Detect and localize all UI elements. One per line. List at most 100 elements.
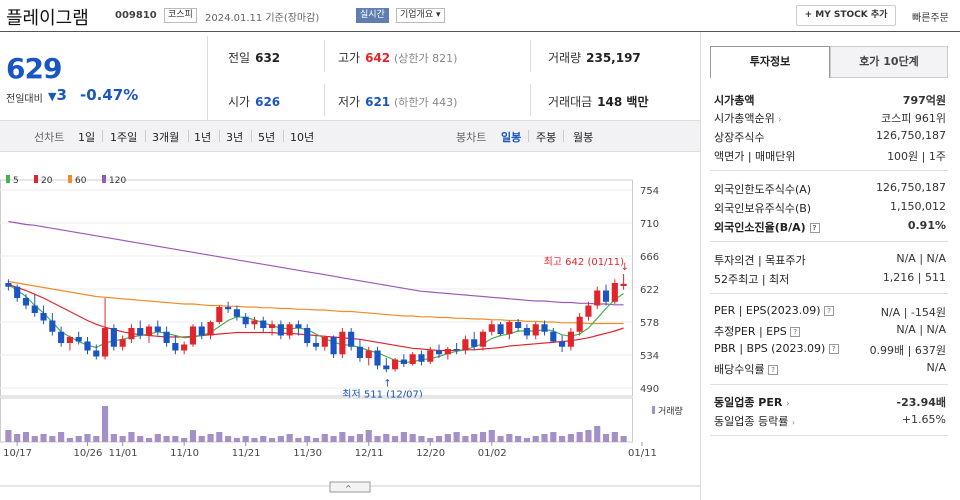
candle-body — [532, 324, 539, 336]
volume-bar — [479, 432, 487, 442]
candle-body — [295, 324, 302, 328]
volume-bar — [66, 438, 73, 442]
candle-body — [58, 331, 65, 343]
candle-body — [84, 341, 91, 351]
volume-bar — [567, 434, 574, 442]
stat-amount: 거래대금 148 백만 — [548, 95, 649, 109]
period-1w[interactable]: 1주일 — [110, 131, 138, 144]
company-info-dropdown[interactable]: 기업개요 ▾ — [396, 8, 445, 23]
candle-body — [225, 307, 232, 310]
period-3y[interactable]: 3년 — [226, 131, 244, 144]
volume-bar — [576, 432, 583, 442]
candle-body — [462, 339, 469, 351]
volume-bar — [550, 432, 557, 442]
volume-bar — [198, 436, 205, 442]
row-est-per: 추정PER | EPS ? N/A | N/A — [714, 323, 946, 338]
volume-bar — [286, 434, 293, 442]
add-mystock-button[interactable]: + MY STOCK 추가 — [796, 5, 896, 26]
volume-bar — [163, 436, 170, 442]
realtime-badge[interactable]: 실시간 — [356, 8, 389, 23]
candle-body — [488, 324, 495, 332]
volume-bar — [427, 438, 434, 442]
candle-body — [550, 331, 557, 342]
quick-order-button[interactable]: 빠른주문 — [912, 13, 949, 24]
candle-body — [321, 337, 328, 347]
row-dividend: 배당수익률 ? N/A — [714, 361, 946, 376]
volume-bar — [119, 436, 126, 442]
period-3m[interactable]: 3개월 — [152, 131, 180, 144]
header-bar — [0, 0, 960, 32]
quote-date: 2024.01.11 기준(장마감) — [205, 13, 320, 24]
stat-high: 고가 642 (상한가 821) — [338, 51, 458, 65]
divider — [324, 84, 325, 116]
period-1y[interactable]: 1년 — [194, 131, 212, 144]
candle-daily[interactable]: 일봉 — [501, 131, 522, 144]
row-52week: 52주최고 | 최저 1,216 | 511 — [714, 271, 946, 286]
candle-body — [541, 324, 548, 332]
candle-body — [497, 324, 504, 334]
volume-bar — [93, 436, 100, 442]
volume-bar — [541, 434, 548, 442]
candle-weekly[interactable]: 주봉 — [536, 131, 557, 144]
volume-bar — [365, 430, 372, 442]
ma5-line — [8, 284, 624, 364]
candle-body — [101, 328, 109, 357]
tab-orderbook[interactable]: 호가 10단계 — [830, 46, 948, 78]
volume-bar — [312, 438, 320, 442]
stock-chart[interactable]: 754 710 666 622 578 534 490 5 20 60 120 최고 642 (01/… — [0, 152, 700, 500]
legend-label: 20 — [41, 176, 53, 186]
period-1d[interactable]: 1일 — [78, 131, 96, 144]
candle-body — [444, 349, 451, 355]
candle-body — [611, 283, 618, 302]
help-icon[interactable]: ? — [809, 223, 820, 233]
volume-bar — [418, 436, 425, 442]
volume-bar — [172, 436, 179, 442]
volume-bar — [497, 436, 504, 442]
volume-bar — [602, 434, 610, 442]
candle-body — [22, 298, 30, 306]
market-badge: 코스피 — [164, 8, 197, 23]
divider — [324, 40, 325, 72]
help-icon[interactable]: ? — [790, 327, 801, 337]
help-icon[interactable]: ? — [824, 306, 835, 316]
candle-body — [576, 316, 583, 332]
volume-bar — [348, 436, 355, 442]
candle-body — [392, 359, 399, 370]
y-tick-label: 534 — [640, 351, 659, 362]
volume-bar — [339, 432, 346, 442]
candle-body — [189, 326, 197, 345]
stat-prev: 전일 632 — [228, 51, 281, 65]
help-icon[interactable]: ? — [768, 365, 779, 375]
x-tick-label: 10/26 — [73, 448, 102, 459]
candle-monthly[interactable]: 월봉 — [573, 131, 594, 144]
stock-code: 009810 — [115, 10, 157, 21]
chevron-right-icon: › — [791, 418, 796, 427]
volume-bar — [435, 436, 443, 442]
scroll-handle[interactable] — [329, 481, 371, 493]
candle-body — [418, 354, 425, 362]
candle-body — [31, 305, 38, 313]
x-tick-label: 11/21 — [232, 448, 261, 459]
legend-swatch-120 — [102, 175, 106, 183]
period-10y[interactable]: 10년 — [290, 131, 315, 144]
candle-body — [40, 313, 47, 321]
volume-bar — [620, 436, 627, 442]
period-5y[interactable]: 5년 — [258, 131, 276, 144]
candle-body — [567, 331, 574, 347]
candle-body — [427, 350, 434, 362]
candle-body — [348, 331, 355, 347]
legend-label: 5 — [13, 176, 19, 186]
help-icon[interactable]: ? — [828, 344, 839, 354]
legend-label: 60 — [75, 176, 87, 186]
tab-invest-info[interactable]: 투자정보 — [710, 46, 830, 78]
x-tick-label: 11/01 — [109, 448, 138, 459]
candle-body — [268, 324, 276, 328]
volume-bar — [101, 406, 109, 442]
volume-bar — [225, 436, 232, 442]
candle-body — [339, 331, 346, 355]
volume-bar — [207, 434, 214, 442]
volume-bar — [330, 436, 337, 442]
x-tick-label: 11/10 — [170, 448, 199, 459]
row-pbr: PBR | BPS (2023.09) ? 0.99배 | 637원 — [714, 342, 946, 357]
change-value: ▼3 — [48, 86, 67, 104]
